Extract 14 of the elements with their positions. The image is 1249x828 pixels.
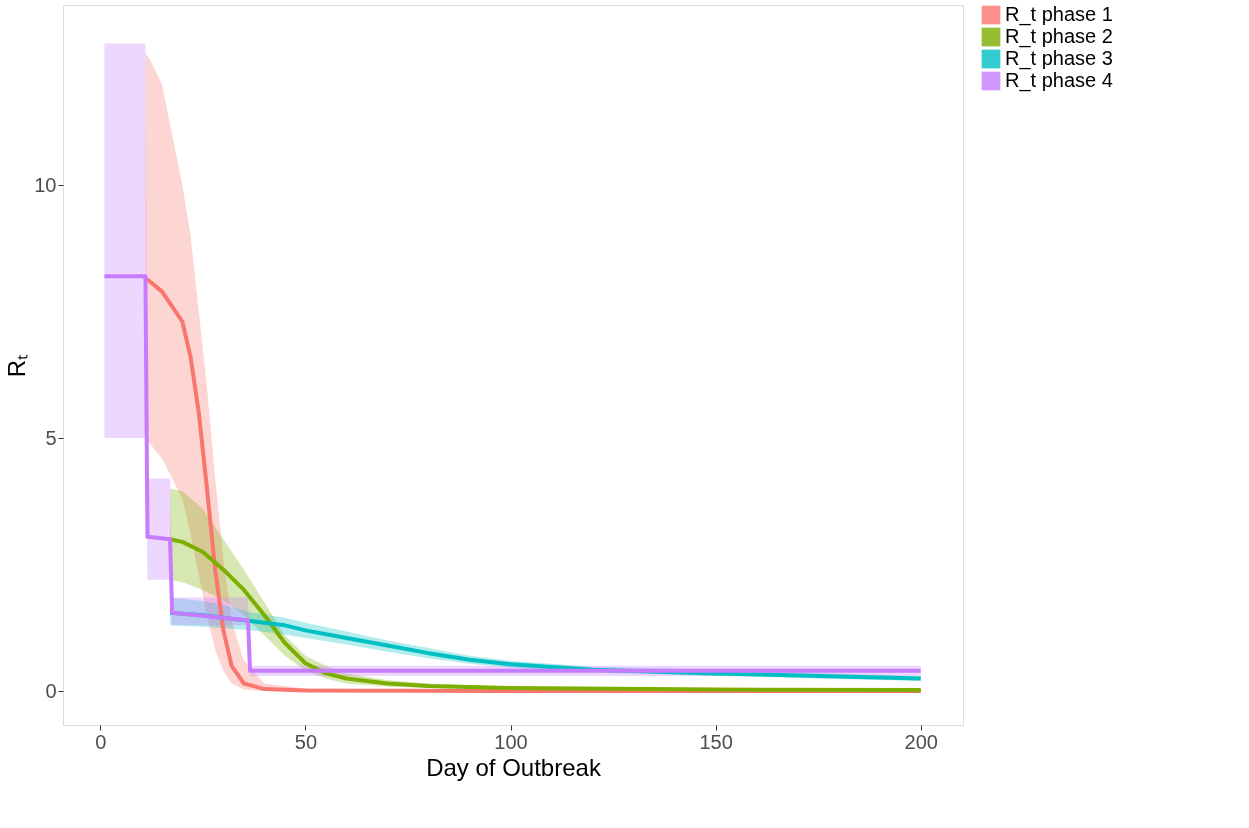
x-tick-label: 150 <box>699 730 733 753</box>
y-tick-label: 5 <box>45 426 57 449</box>
x-axis-title: Day of Outbreak <box>426 753 602 781</box>
x-tick-label: 100 <box>494 730 528 753</box>
legend-label: R_t phase 4 <box>1005 69 1113 92</box>
legend-label: R_t phase 2 <box>1005 25 1113 48</box>
x-tick-label: 50 <box>294 730 318 753</box>
y-tick-label: 0 <box>45 679 57 702</box>
x-tick-label: 200 <box>904 730 938 753</box>
y-tick-label: 10 <box>34 173 57 196</box>
x-tick-label: 0 <box>95 730 107 753</box>
legend-label: R_t phase 3 <box>1005 47 1113 70</box>
legend-label: R_t phase 1 <box>1005 3 1113 26</box>
y-axis-title: Rₜ <box>3 353 31 378</box>
